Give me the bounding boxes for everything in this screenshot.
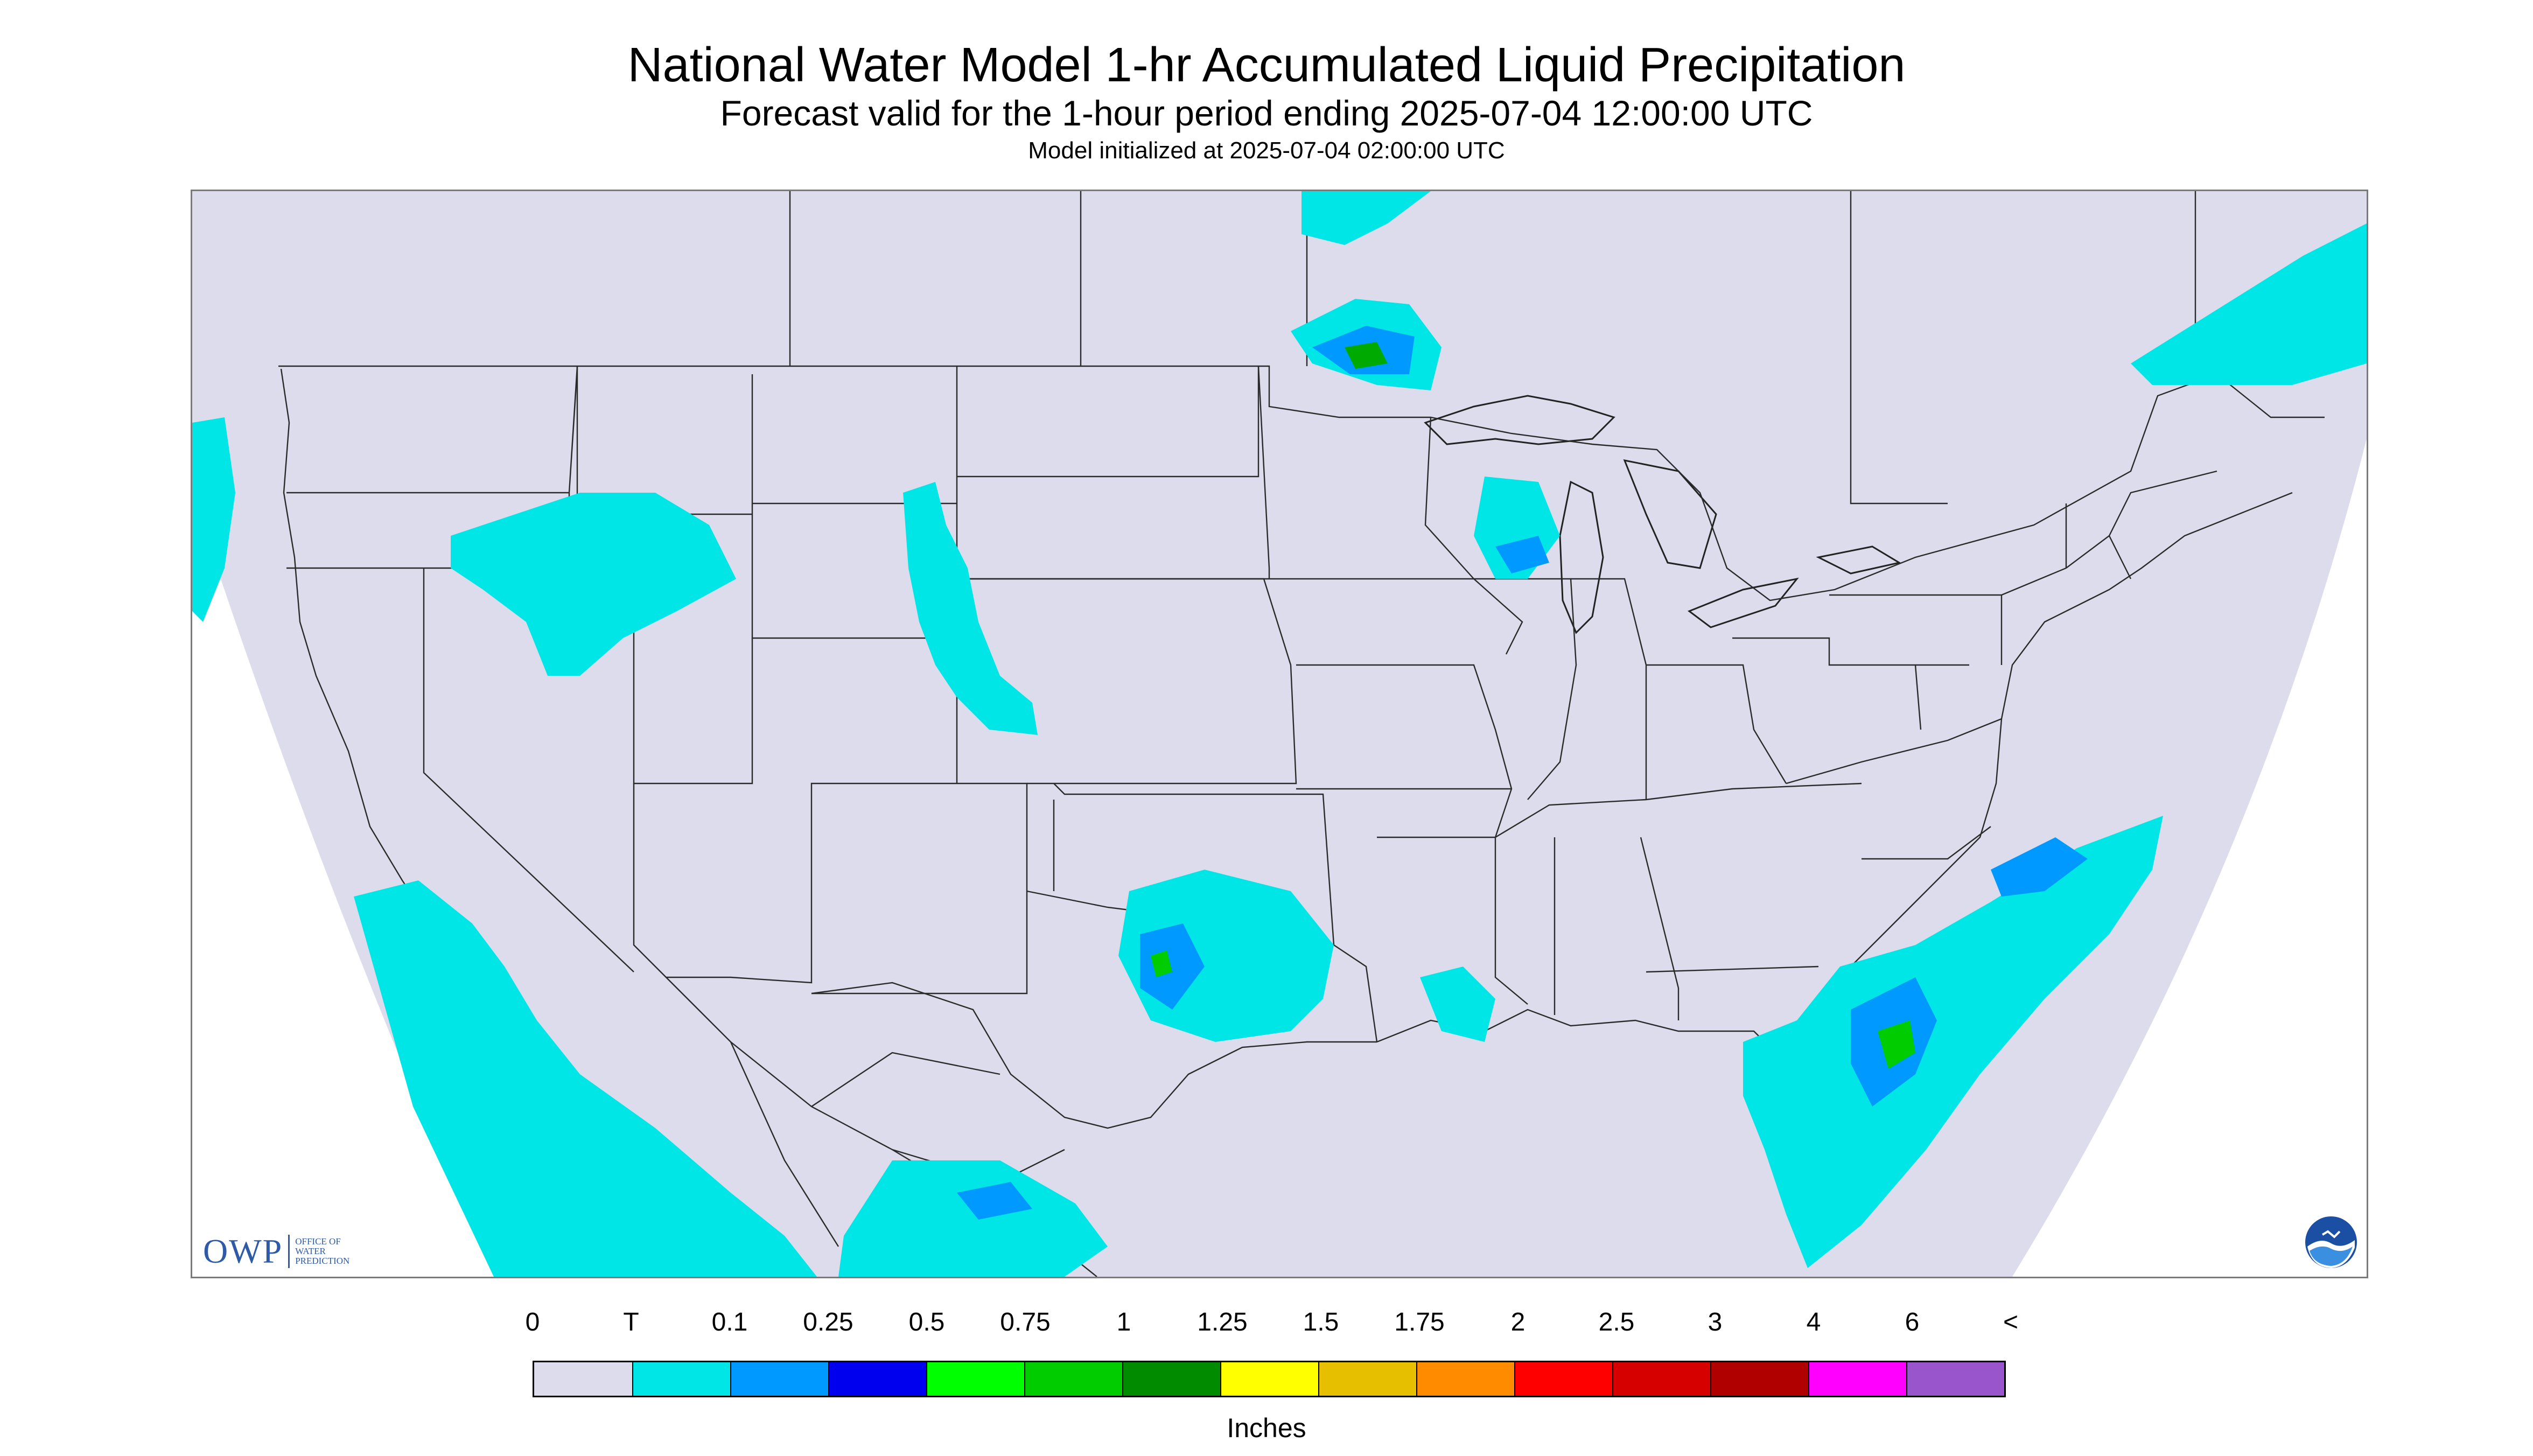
great-lakes	[1424, 395, 1901, 634]
colorbar-swatch	[828, 1362, 926, 1396]
owp-subtext-line: OFFICE OF	[295, 1236, 341, 1247]
legend-tick: 0	[525, 1308, 540, 1336]
colorbar-swatch	[926, 1362, 1024, 1396]
us-canada-border	[278, 365, 2325, 601]
colorbar-swatch	[1808, 1362, 1906, 1396]
legend-tick: 3	[1708, 1308, 1723, 1336]
precip-pacific-ocean	[354, 880, 817, 1277]
owp-logo: OWP OFFICE OF WATER PREDICTION	[203, 1231, 349, 1271]
core-texas-green	[1151, 950, 1172, 977]
precipitation-map: OWP OFFICE OF WATER PREDICTION	[191, 190, 2368, 1278]
heavier-precip-cores	[957, 326, 2088, 1220]
colorbar-swatch	[632, 1362, 730, 1396]
legend-tick: 0.5	[908, 1308, 945, 1336]
arizona-newmexico-colorado	[633, 638, 1028, 995]
core-wisconsin	[1495, 536, 1549, 573]
map-title: National Water Model 1-hr Accumulated Li…	[627, 38, 1906, 92]
lake-michigan	[1559, 480, 1604, 634]
model-init-line: Model initialized at 2025-07-04 02:00:00…	[1028, 137, 1505, 164]
legend-tick: 2	[1510, 1308, 1526, 1336]
precip-florida-atlantic	[1743, 816, 2163, 1268]
map-canvas	[192, 191, 2367, 1277]
northeast-states	[2001, 470, 2217, 596]
nebraska-kansas-oklahoma	[957, 578, 1378, 1042]
precip-north-canada	[1302, 191, 1431, 245]
core-superior-green	[1345, 342, 1388, 369]
noaa-logo-icon	[2305, 1216, 2357, 1268]
precip-northwest	[192, 417, 235, 622]
core-carolina-offshore	[1991, 837, 2088, 897]
legend-tick: 1	[1116, 1308, 1131, 1336]
canadian-province-lines	[789, 191, 2196, 505]
core-florida-east-green	[1878, 1020, 1915, 1069]
legend-tick: 1.75	[1394, 1308, 1445, 1336]
owp-subtext-line: PREDICTION	[295, 1256, 350, 1266]
legend-tick: 0.75	[1000, 1308, 1051, 1336]
precip-wyoming-colorado	[903, 482, 1038, 735]
colorbar-units-label: Inches	[1227, 1413, 1306, 1443]
colorbar-swatch	[1514, 1362, 1612, 1396]
precip-idaho-montana	[451, 493, 736, 676]
lake-erie	[1687, 577, 1799, 628]
wisconsin-illinois	[1424, 417, 1577, 800]
legend-tick: 1.5	[1303, 1308, 1339, 1336]
colorbar-swatch	[1906, 1362, 2004, 1396]
core-gulf-mexico	[957, 1182, 1032, 1220]
legend-tick: 6	[1905, 1308, 1920, 1336]
legend-tick: 0.25	[803, 1308, 853, 1336]
legend-tick: 2.5	[1598, 1308, 1635, 1336]
owp-wordmark: OWP	[203, 1232, 283, 1270]
core-texas	[1140, 923, 1205, 1010]
colorbar-swatch	[1416, 1362, 1514, 1396]
legend-tick: <	[2003, 1308, 2019, 1336]
atlantic-coast	[1839, 492, 2293, 978]
colorbar-swatch	[1024, 1362, 1122, 1396]
owp-logo-divider	[288, 1235, 290, 1268]
legend-tick: 4	[1806, 1308, 1821, 1336]
lake-ontario	[1816, 545, 1901, 575]
forecast-valid-subtitle: Forecast valid for the 1-hour period end…	[720, 93, 1813, 133]
colorbar-swatch	[534, 1362, 632, 1396]
lake-superior	[1424, 395, 1615, 445]
owp-subtext-line: WATER	[295, 1246, 326, 1256]
legend-tick: T	[623, 1308, 639, 1336]
legend-tick: 0.1	[711, 1308, 748, 1336]
colorbar-swatch	[1220, 1362, 1318, 1396]
precip-gulf-mexico	[838, 1160, 1108, 1277]
minnesota-iowa-missouri	[1257, 366, 1523, 838]
precip-louisiana	[1420, 967, 1495, 1042]
legend-tick: 1.25	[1197, 1308, 1248, 1336]
owp-logo-subtext: OFFICE OF WATER PREDICTION	[295, 1237, 349, 1266]
colorbar-swatch	[1710, 1362, 1808, 1396]
colorbar-swatch	[1612, 1362, 1710, 1396]
colorbar-swatch	[1122, 1362, 1220, 1396]
colorbar-swatch	[730, 1362, 828, 1396]
precipitation-colorbar	[533, 1361, 2006, 1397]
precip-northeast-canada	[2131, 223, 2367, 385]
colorbar-swatch	[1318, 1362, 1416, 1396]
